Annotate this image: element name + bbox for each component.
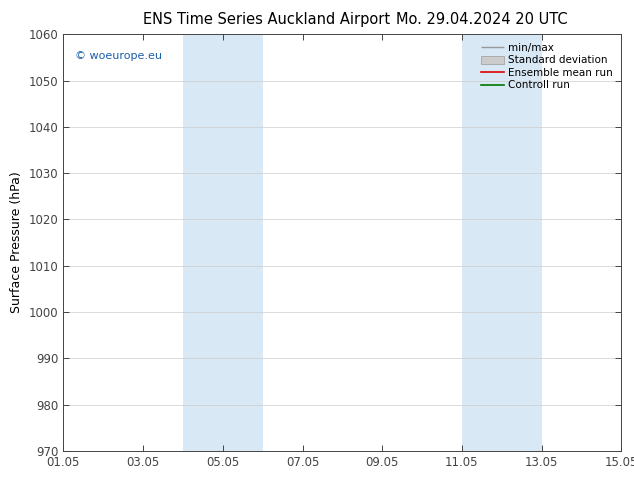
- Legend: min/max, Standard deviation, Ensemble mean run, Controll run: min/max, Standard deviation, Ensemble me…: [478, 40, 616, 94]
- Y-axis label: Surface Pressure (hPa): Surface Pressure (hPa): [10, 172, 23, 314]
- Text: Mo. 29.04.2024 20 UTC: Mo. 29.04.2024 20 UTC: [396, 12, 567, 27]
- Text: © woeurope.eu: © woeurope.eu: [75, 51, 162, 61]
- Text: ENS Time Series Auckland Airport: ENS Time Series Auckland Airport: [143, 12, 390, 27]
- Bar: [183, 34, 262, 451]
- Bar: [462, 34, 541, 451]
